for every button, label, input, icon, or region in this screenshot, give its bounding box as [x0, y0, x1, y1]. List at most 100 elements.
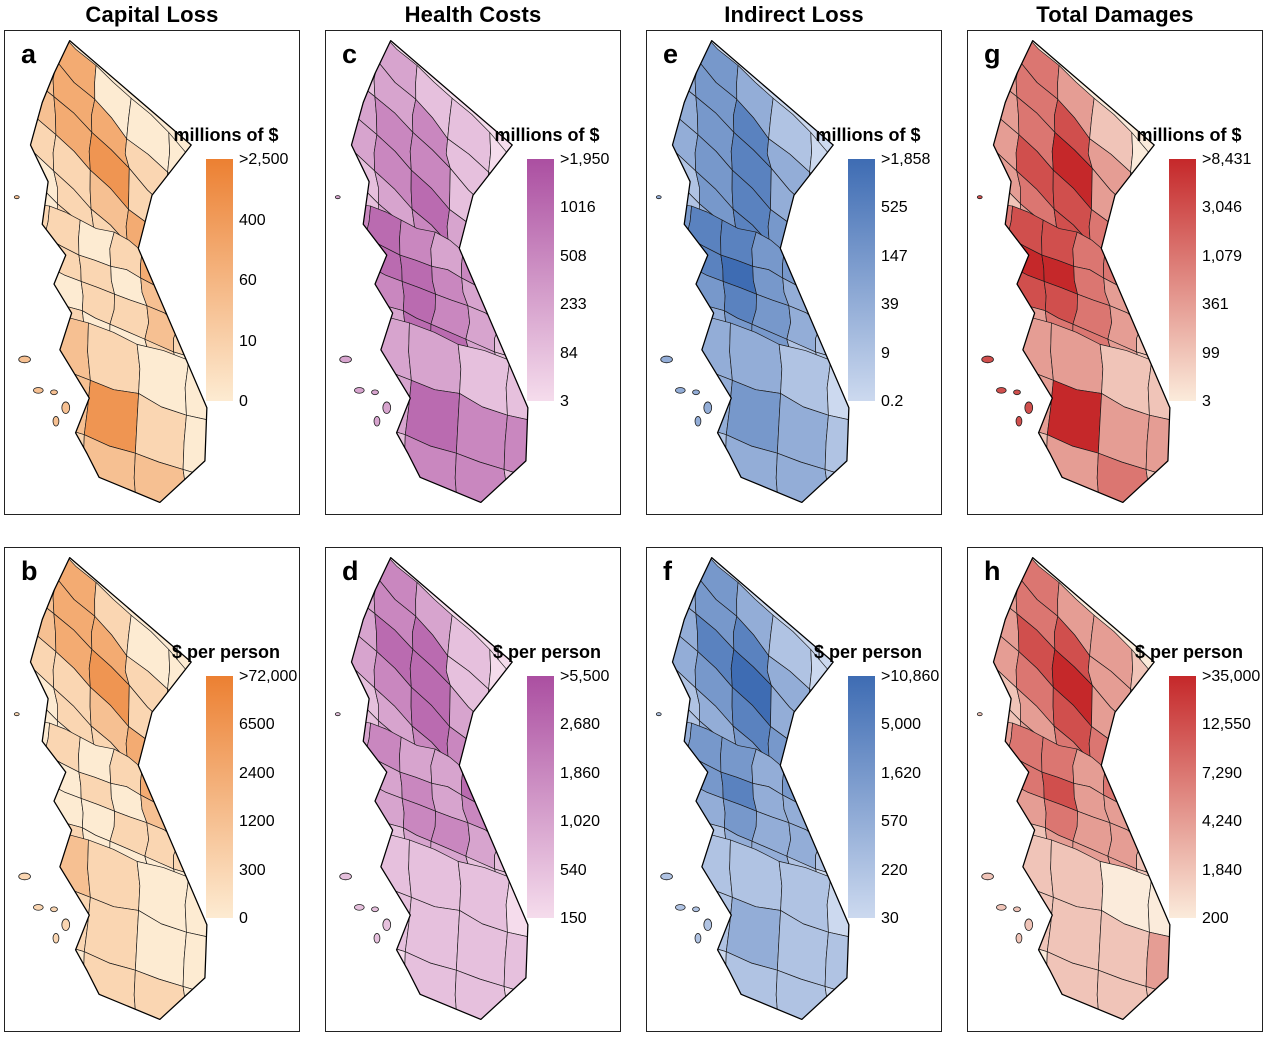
- county-shape: [726, 1007, 781, 1020]
- legend-body: >72,000 6500 2400 1200 300 0: [5, 669, 299, 927]
- county-shape: [1145, 469, 1170, 503]
- colorbar-tick: >35,000: [1202, 668, 1261, 685]
- county-shape: [356, 467, 410, 503]
- legend-body: >35,000 12,550 7,290 4,240 1,840 200: [968, 669, 1262, 927]
- island-shape: [660, 872, 673, 881]
- colorbar: [527, 159, 554, 401]
- colorbar-tick: 1016: [560, 199, 596, 217]
- colorbar-tick: 60: [239, 272, 257, 289]
- island-shape: [339, 355, 352, 364]
- island-shape: [13, 195, 20, 200]
- state-outline: [350, 557, 529, 1021]
- island-shape: [33, 387, 44, 394]
- county-shape: [503, 414, 528, 484]
- county-shape: [1145, 986, 1170, 1020]
- panel-letter: h: [984, 556, 1001, 586]
- island-shape: [50, 389, 58, 396]
- map-panel-b: b $ per person >72,000 6500 2400 1200 300 0: [4, 547, 300, 1032]
- county-shape: [824, 414, 849, 484]
- island-shape: [694, 416, 702, 427]
- island-shape: [996, 904, 1007, 911]
- island-shape: [371, 389, 379, 396]
- colorbar-tick: >2,500: [239, 151, 289, 168]
- legend-title: millions of $: [494, 125, 600, 145]
- island-shape: [692, 389, 700, 396]
- island-shape: [373, 933, 381, 944]
- island-shape: [981, 872, 994, 881]
- state-outline: [992, 40, 1171, 504]
- county-shape: [182, 414, 207, 484]
- county-shape: [456, 502, 508, 503]
- island-shape: [694, 933, 702, 944]
- legend-title: millions of $: [815, 125, 921, 145]
- state-outline: [992, 557, 1171, 1021]
- column-title: Indirect Loss: [724, 2, 864, 27]
- island-shape: [1013, 906, 1021, 913]
- choropleth-map: [655, 40, 850, 504]
- map-panel-g: g millions of $ >8,431 3,046 1,079 361 99 3: [967, 30, 1263, 515]
- colorbar-tick: 0: [239, 910, 248, 927]
- colorbar-tick: 30: [881, 910, 899, 927]
- island-shape: [373, 416, 381, 427]
- island-shape: [1013, 389, 1021, 396]
- colorbar-tick: 1200: [239, 813, 275, 831]
- choropleth-map: [976, 557, 1171, 1021]
- county-shape: [824, 469, 849, 503]
- map-panel-f: f $ per person >10,860 5,000 1,620 570 220 30: [646, 547, 942, 1032]
- island-shape: [692, 906, 700, 913]
- panel-letter: d: [342, 556, 359, 586]
- colorbar-tick: 1,620: [881, 764, 922, 782]
- colorbar-tick: 1,840: [1202, 861, 1243, 879]
- colorbar: [206, 676, 233, 918]
- county-shape: [135, 1019, 187, 1020]
- column-title: Total Damages: [1036, 2, 1194, 27]
- map-panel-c: c millions of $ >1,950 1016 508 233 84 3: [325, 30, 621, 515]
- island-shape: [61, 918, 71, 931]
- colorbar-tick: 3: [560, 393, 569, 410]
- county-shape: [824, 986, 849, 1020]
- county-shape: [726, 490, 781, 503]
- state-outline: [350, 40, 529, 504]
- legend-title: millions of $: [173, 125, 279, 145]
- colorbar: [848, 676, 875, 918]
- colorbar-tick: >1,950: [560, 151, 610, 168]
- island-shape: [334, 712, 341, 717]
- island-shape: [703, 918, 713, 931]
- county-shape: [1098, 502, 1150, 503]
- island-shape: [18, 872, 31, 881]
- state-outline: [671, 557, 850, 1021]
- county-shape: [777, 502, 829, 503]
- panel-letter: g: [984, 39, 1001, 69]
- county-shape: [35, 984, 89, 1020]
- colorbar-tick: 9: [881, 344, 890, 362]
- choropleth-map: [334, 40, 529, 504]
- choropleth-map: [976, 40, 1171, 504]
- legend-title: millions of $: [1136, 125, 1242, 145]
- colorbar-tick: >1,858: [881, 151, 931, 168]
- island-shape: [1015, 933, 1023, 944]
- island-shape: [655, 712, 662, 717]
- colorbar-tick: 12,550: [1202, 716, 1251, 734]
- state-outline: [29, 40, 208, 504]
- island-shape: [334, 195, 341, 200]
- colorbar: [1169, 159, 1196, 401]
- colorbar-tick: 10: [239, 332, 257, 350]
- figure-column-2: Health Costs c millions of $ >1,950 1016 508 2…: [325, 2, 621, 1032]
- colorbar-tick: 1,860: [560, 764, 601, 782]
- county-shape: [84, 1007, 139, 1020]
- colorbar-tick: >5,500: [560, 668, 610, 685]
- colorbar-tick: 540: [560, 861, 587, 879]
- colorbar-tick: 84: [560, 344, 578, 362]
- county-shape: [824, 931, 849, 1001]
- county-shape: [503, 986, 528, 1020]
- legend-body: >2,500 400 60 10 0: [5, 152, 299, 410]
- island-shape: [981, 355, 994, 364]
- colorbar-tick: 525: [881, 199, 908, 217]
- colorbar-tick: 1,079: [1202, 247, 1243, 265]
- legend-title: $ per person: [492, 642, 602, 662]
- island-shape: [976, 712, 983, 717]
- county-shape: [35, 467, 89, 503]
- county-shape: [1047, 490, 1102, 503]
- island-shape: [675, 387, 686, 394]
- map-panel-h: h $ per person >35,000 12,550 7,290 4,240 1,84…: [967, 547, 1263, 1032]
